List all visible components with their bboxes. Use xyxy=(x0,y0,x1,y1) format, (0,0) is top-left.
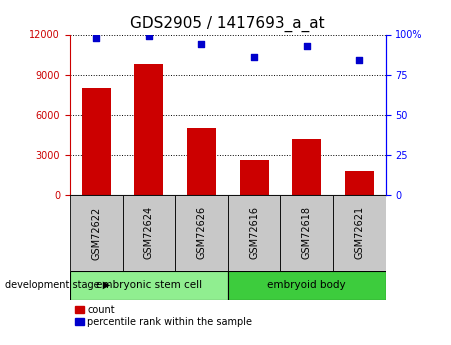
Bar xyxy=(134,64,163,195)
Text: GSM72621: GSM72621 xyxy=(354,206,364,259)
Bar xyxy=(292,139,321,195)
Bar xyxy=(228,271,386,300)
Bar xyxy=(345,171,374,195)
Text: embryonic stem cell: embryonic stem cell xyxy=(96,280,202,290)
Bar xyxy=(187,128,216,195)
Text: embryoid body: embryoid body xyxy=(267,280,346,290)
Text: GSM72616: GSM72616 xyxy=(249,206,259,259)
Bar xyxy=(82,88,110,195)
Bar xyxy=(228,195,281,271)
Point xyxy=(250,54,258,60)
Point xyxy=(92,35,100,40)
Text: GSM72618: GSM72618 xyxy=(302,206,312,259)
Text: GSM72622: GSM72622 xyxy=(91,206,101,259)
Text: development stage ▶: development stage ▶ xyxy=(5,280,110,290)
Bar xyxy=(281,195,333,271)
Point xyxy=(303,43,310,49)
Point xyxy=(198,41,205,47)
Legend: count, percentile rank within the sample: count, percentile rank within the sample xyxy=(75,305,253,327)
Bar xyxy=(175,195,228,271)
Bar xyxy=(239,160,268,195)
Text: GSM72624: GSM72624 xyxy=(144,206,154,259)
Title: GDS2905 / 1417693_a_at: GDS2905 / 1417693_a_at xyxy=(130,16,325,32)
Bar xyxy=(70,195,123,271)
Point xyxy=(145,33,152,39)
Bar xyxy=(123,195,175,271)
Text: GSM72626: GSM72626 xyxy=(197,206,207,259)
Bar xyxy=(333,195,386,271)
Bar xyxy=(70,271,228,300)
Point xyxy=(356,57,363,63)
